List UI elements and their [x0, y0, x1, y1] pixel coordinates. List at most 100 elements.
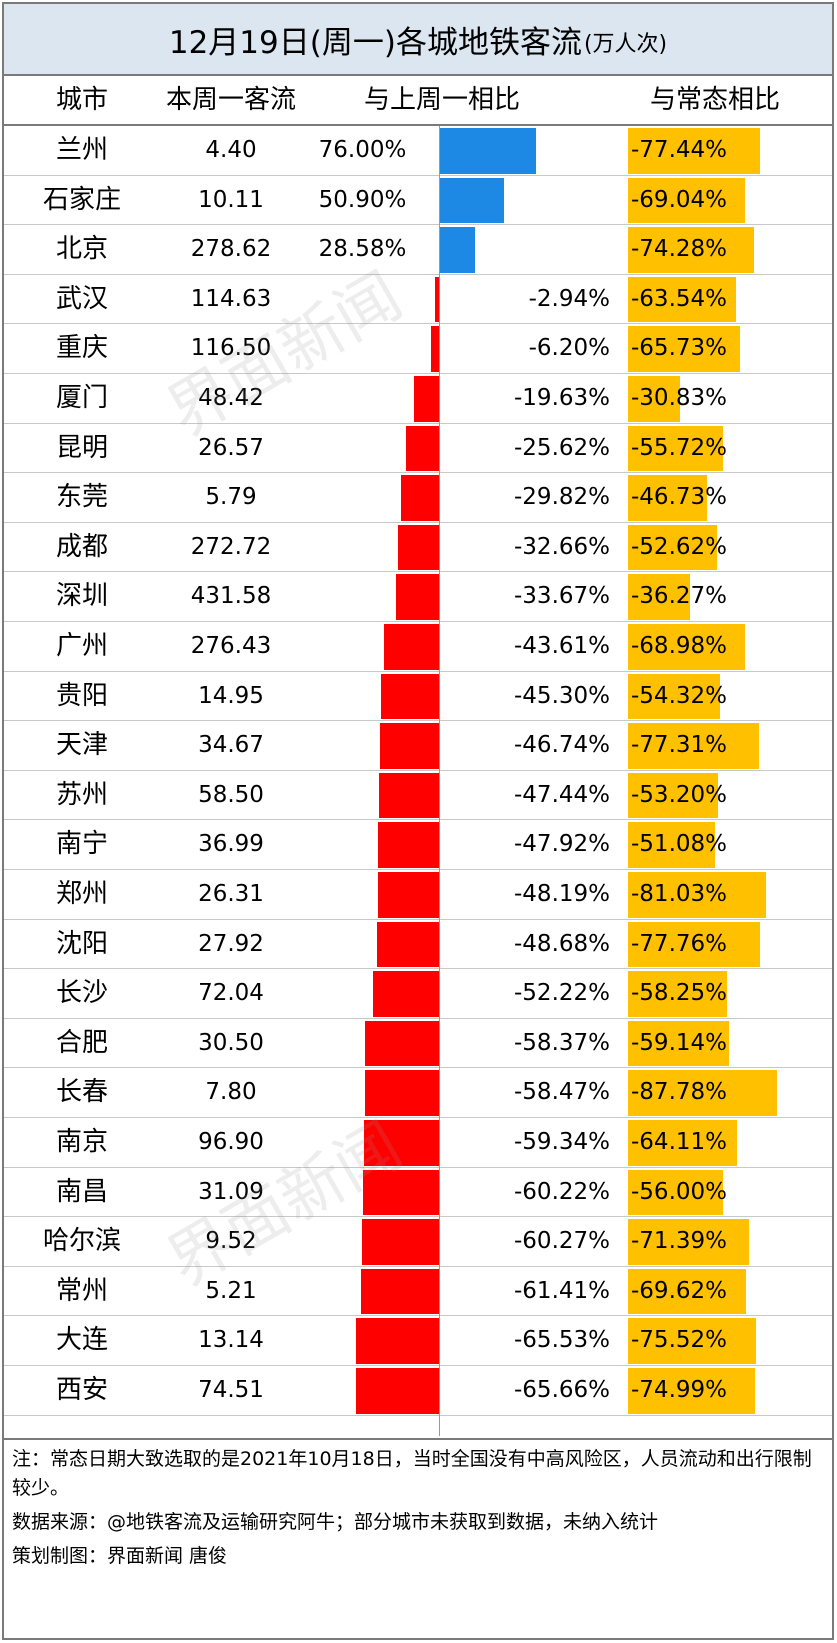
normal-label: -64.11%: [631, 1129, 727, 1155]
flow-value: 4.40: [205, 137, 257, 163]
city-name: 长春: [55, 1077, 108, 1108]
wow-bar-negative: [401, 475, 439, 521]
normal-label: -30.83%: [631, 385, 727, 411]
wow-bar-negative: [383, 624, 439, 670]
city-name: 天津: [55, 730, 108, 761]
flow-value: 31.09: [198, 1178, 264, 1205]
wow-label: -58.47%: [514, 1079, 610, 1106]
normal-bar: [628, 475, 708, 521]
table-row: 武汉 114.63 -2.94% -63.54%: [4, 275, 832, 325]
city-name: 武汉: [55, 283, 108, 314]
flow-value: 5.21: [205, 1277, 257, 1304]
normal-bar: [628, 921, 761, 968]
table-row: 南京 96.90 -59.34% -64.11%: [4, 1118, 832, 1168]
table-row: 昆明 26.57 -25.62% -55.72%: [4, 424, 832, 474]
flow-value: 30.50: [198, 1029, 264, 1056]
wow-bar-negative: [364, 1020, 439, 1067]
wow-label: -59.34%: [514, 1129, 610, 1155]
flow-value: 13.14: [198, 1327, 264, 1354]
normal-label: -77.76%: [631, 930, 727, 957]
normal-bar: [628, 872, 766, 918]
normal-bar: [628, 376, 681, 422]
wow-label: -58.37%: [514, 1029, 610, 1056]
wow-bar-negative: [362, 1169, 439, 1216]
city-name: 合肥: [55, 1027, 108, 1058]
header-flow: 本周一客流: [165, 85, 296, 115]
wow-label: -45.30%: [514, 682, 610, 709]
wow-label: -65.53%: [514, 1327, 610, 1354]
title-bar: 12月19日(周一)各城地铁客流 (万人次): [4, 4, 832, 76]
table-row: 西安 74.51 -65.66% -74.99%: [4, 1366, 832, 1416]
table-header: 城市 本周一客流 与上周一相比 与常态相比: [4, 76, 832, 126]
wow-bar-negative: [406, 425, 439, 472]
flow-value: 48.42: [198, 385, 264, 411]
wow-bar-negative: [361, 1268, 439, 1315]
normal-label: -56.00%: [631, 1178, 727, 1205]
wow-label: -2.94%: [528, 285, 610, 312]
normal-label: -68.98%: [631, 633, 727, 659]
wow-bar-negative: [397, 524, 439, 571]
normal-label: -58.25%: [631, 980, 727, 1007]
data-source: 数据来源：@地铁客流及运输研究阿牛；部分城市未获取到数据，未纳入统计: [12, 1511, 659, 1533]
flow-value: 72.04: [198, 980, 264, 1007]
flow-value: 26.31: [198, 881, 264, 907]
table-row: 东莞 5.79 -29.82% -46.73%: [4, 473, 832, 523]
normal-bar: [628, 326, 740, 372]
table-row: 天津 34.67 -46.74% -77.31%: [4, 721, 832, 771]
normal-bar: [628, 425, 723, 472]
wow-bar-negative: [377, 921, 439, 968]
normal-bar: [628, 822, 715, 868]
wow-bar-negative: [414, 376, 439, 422]
flow-value: 276.43: [190, 633, 272, 659]
normal-label: -46.73%: [631, 484, 727, 511]
city-name: 北京: [55, 234, 108, 265]
normal-label: -69.04%: [631, 186, 727, 213]
normal-bar: [628, 1120, 737, 1166]
table-row: 北京 278.62 28.58% -74.28%: [4, 225, 832, 275]
wow-bar-negative: [396, 574, 439, 620]
flow-value: 14.95: [198, 682, 264, 709]
normal-label: -81.03%: [631, 881, 727, 907]
flow-value: 74.51: [198, 1377, 264, 1403]
normal-label: -74.28%: [631, 236, 727, 263]
flow-value: 5.79: [205, 484, 257, 511]
wow-bar-negative: [355, 1318, 439, 1364]
wow-bar-negative: [378, 772, 439, 819]
normal-label: -87.78%: [631, 1079, 727, 1106]
city-name: 南宁: [55, 829, 108, 860]
normal-bar: [628, 1169, 724, 1216]
city-name: 苏州: [55, 779, 108, 810]
city-name: 南京: [55, 1127, 108, 1157]
wow-bar-positive: [439, 128, 536, 174]
table-row: 哈尔滨 9.52 -60.27% -71.39%: [4, 1217, 832, 1267]
wow-label: -33.67%: [514, 583, 610, 610]
city-name: 广州: [55, 631, 108, 661]
table-row: 深圳 431.58 -33.67% -36.27%: [4, 572, 832, 622]
table-row: 沈阳 27.92 -48.68% -77.76%: [4, 920, 832, 970]
footnote: 注：常态日期大致选取的是2021年10月18日，当时全国没有中高风险区，人员流动…: [12, 1448, 812, 1499]
flow-value: 26.57: [198, 434, 264, 461]
table-row: 广州 276.43 -43.61% -68.98%: [4, 622, 832, 672]
city-name: 大连: [55, 1325, 108, 1356]
table-row: 长春 7.80 -58.47% -87.78%: [4, 1068, 832, 1118]
normal-label: -65.73%: [631, 335, 727, 362]
wow-bar-positive: [439, 227, 476, 273]
city-name: 贵阳: [55, 680, 108, 711]
city-name: 昆明: [55, 432, 108, 463]
normal-bar: [628, 1268, 747, 1315]
header-wow: 与上周一相比: [363, 85, 520, 115]
normal-label: -77.44%: [631, 137, 727, 163]
city-name: 南昌: [55, 1176, 108, 1207]
table-row: 长沙 72.04 -52.22% -58.25%: [4, 969, 832, 1019]
normal-bar: [628, 772, 719, 819]
normal-bar: [628, 971, 728, 1017]
normal-bar: [628, 1368, 756, 1414]
wow-label: -19.63%: [514, 385, 610, 411]
wow-label: 50.90%: [318, 186, 407, 213]
wow-bar-negative: [372, 971, 439, 1017]
header-normal: 与常态相比: [649, 85, 780, 115]
table-row: 苏州 58.50 -47.44% -53.20%: [4, 771, 832, 821]
wow-bar-negative: [363, 1120, 439, 1166]
header-city: 城市: [55, 85, 108, 115]
